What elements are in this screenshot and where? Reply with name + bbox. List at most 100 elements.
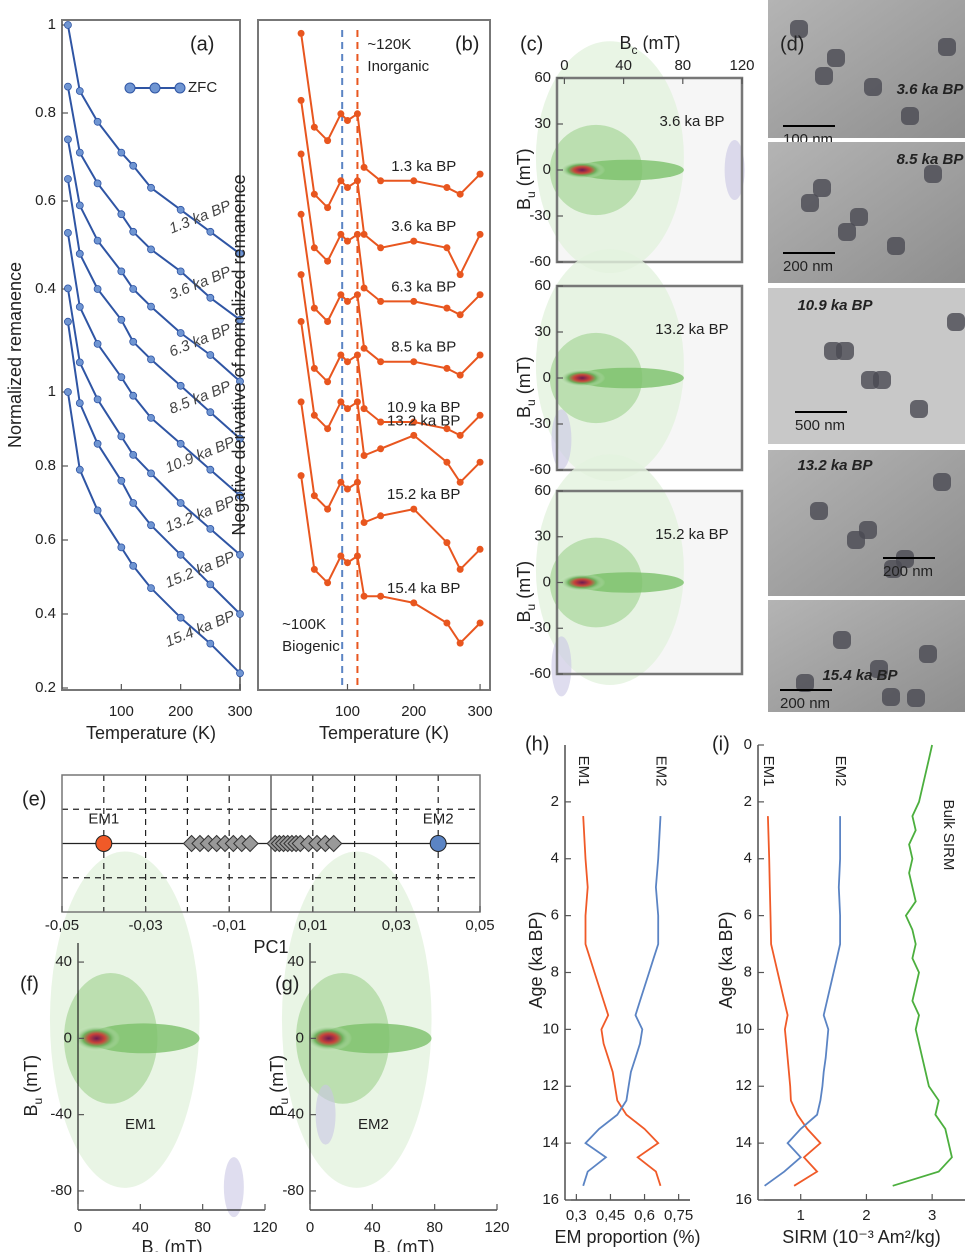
data-point — [64, 135, 72, 144]
data-point — [353, 398, 361, 406]
y-axis-label: Age (ka BP) — [526, 911, 546, 1008]
y-tick-label: 40 — [55, 953, 72, 970]
panel-label: (g) — [275, 973, 299, 995]
data-point — [176, 439, 185, 448]
data-point — [75, 465, 84, 474]
particle — [864, 78, 882, 96]
label-subscript: c — [386, 1247, 392, 1252]
annotation: ~100K — [282, 616, 326, 633]
panel-frame — [61, 19, 241, 691]
data-point — [297, 96, 305, 104]
data-point — [236, 377, 244, 386]
data-point — [236, 610, 244, 618]
y-tick-label: 4 — [551, 850, 559, 867]
y-tick-label: 12 — [542, 1077, 559, 1094]
data-point — [360, 592, 368, 600]
data-point — [310, 304, 318, 312]
data-point — [337, 552, 345, 560]
series-label: 8.5 ka BP — [391, 339, 456, 356]
data-point — [443, 304, 451, 312]
series-label: 10.9 ka BP — [387, 399, 460, 416]
data-point — [337, 478, 345, 486]
x-tick-label: 300 — [227, 703, 252, 720]
x-tick-label: 0,45 — [596, 1207, 625, 1224]
y-tick-label: -40 — [50, 1106, 72, 1123]
data-point — [337, 291, 345, 299]
y-tick-label: 0 — [543, 161, 551, 178]
data-point — [75, 201, 84, 210]
y-tick-label: 1 — [48, 16, 56, 33]
endmember-label: EM1 — [125, 1116, 156, 1133]
data-point — [324, 257, 332, 265]
y-axis-label: Normalized remanence — [5, 262, 25, 448]
data-point — [456, 565, 464, 573]
series-label: 3.6 ka BP — [391, 218, 456, 235]
particle — [933, 473, 951, 491]
series-label: 6.3 ka BP — [391, 278, 456, 295]
y-tick-label: 8 — [744, 963, 752, 980]
panel-label: (c) — [520, 33, 543, 55]
data-point — [337, 398, 345, 406]
end-member — [429, 835, 447, 852]
y-tick-label: 60 — [534, 69, 551, 86]
panel-label: (d) — [780, 33, 804, 55]
data-point — [64, 175, 72, 183]
data-point — [377, 244, 385, 252]
data-point — [206, 227, 215, 236]
data-point — [236, 315, 244, 324]
y-tick-label: 16 — [542, 1191, 559, 1208]
y-tick-label: 0.8 — [35, 104, 56, 121]
data-point — [64, 228, 72, 237]
y-tick-label: 10 — [735, 1020, 752, 1037]
data-point — [310, 492, 318, 500]
particle — [924, 165, 942, 183]
y-tick-label: 2 — [551, 793, 559, 810]
x-tick-label: 80 — [426, 1219, 443, 1236]
data-point — [75, 302, 84, 311]
data-point — [129, 161, 138, 170]
panel-label: (b) — [455, 33, 479, 55]
x-tick-label: 200 — [401, 703, 426, 720]
annotation: Biogenic — [282, 638, 340, 655]
y-tick-label: 0.2 — [35, 679, 56, 696]
data-point — [206, 351, 215, 359]
data-point — [343, 559, 351, 567]
panel-frame — [61, 774, 481, 913]
x-axis-label: Temperature (K) — [319, 723, 449, 743]
label-unit: (mT) — [643, 33, 681, 53]
data-point — [297, 271, 305, 279]
label-unit: (mT) — [514, 561, 534, 599]
label-subscript: c — [632, 43, 638, 57]
axis-label: Bu (mT) — [514, 356, 538, 418]
data-point — [377, 297, 385, 305]
x-tick-label: 100 — [109, 703, 134, 720]
forc-density — [551, 409, 572, 470]
data-point — [343, 297, 351, 305]
data-point — [353, 478, 361, 486]
x-axis-label: PC1 — [253, 937, 288, 957]
data-point — [117, 543, 126, 552]
data-point — [147, 413, 155, 422]
series-label: EM1 — [575, 756, 592, 787]
data-point — [410, 237, 418, 245]
data-point — [93, 395, 102, 404]
particle — [901, 107, 919, 125]
particle — [861, 371, 879, 389]
scale-bar-label: 200 nm — [780, 695, 830, 712]
label-unit: (mT) — [267, 1055, 287, 1093]
endmember-label: EM2 — [358, 1116, 389, 1133]
data-point — [324, 137, 332, 145]
x-tick-label: 200 — [168, 703, 193, 720]
data-point — [443, 458, 451, 466]
data-point — [93, 179, 102, 188]
y-tick-label: 2 — [744, 793, 752, 810]
data-point — [117, 315, 126, 324]
y-tick-label: 0 — [296, 1029, 304, 1046]
data-point — [443, 244, 451, 252]
y-tick-label: 0 — [744, 736, 752, 753]
particle — [801, 194, 819, 212]
axis-label: Bc (mT) — [620, 33, 681, 57]
y-tick-label: 8 — [551, 963, 559, 980]
y-tick-label: 0 — [543, 369, 551, 386]
panel-label: (e) — [22, 788, 46, 810]
